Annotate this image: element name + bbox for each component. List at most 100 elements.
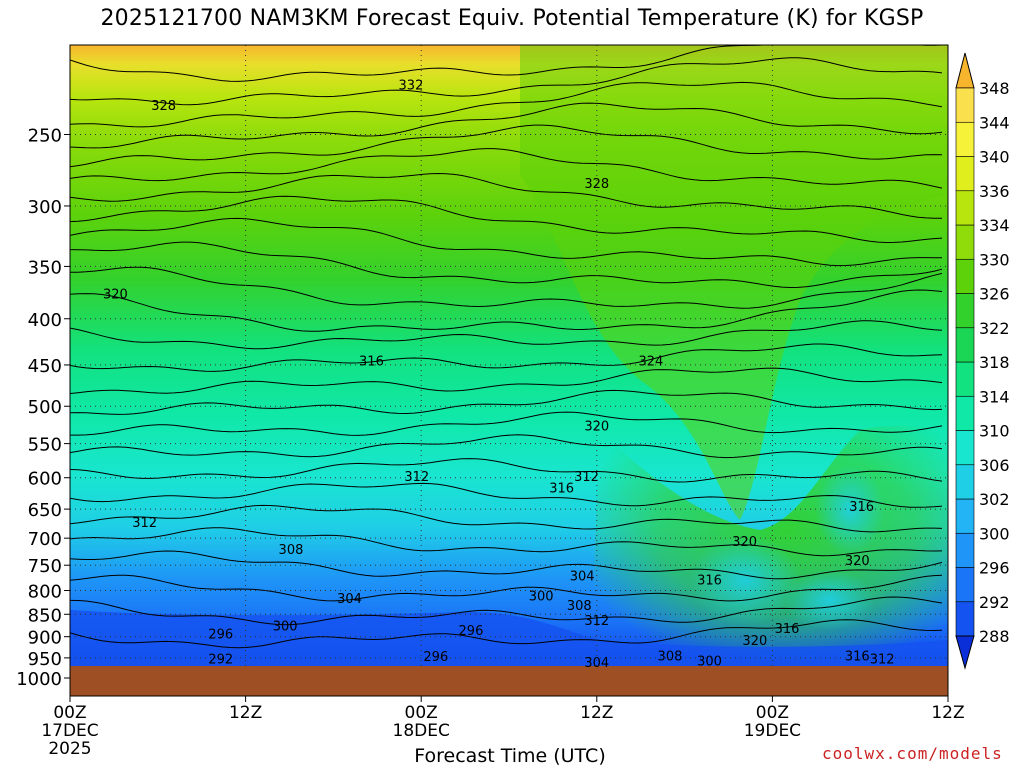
contour-label: 320 xyxy=(845,554,870,569)
contour-label: 300 xyxy=(697,654,722,669)
y-tick-label: 600 xyxy=(28,469,62,490)
theta-e-contour xyxy=(70,367,943,394)
y-tick-label: 950 xyxy=(28,649,62,670)
contour-label: 320 xyxy=(584,419,609,434)
x-tick-label: 12Z xyxy=(931,703,964,723)
colorbar-swatch xyxy=(955,361,975,397)
colorbar-label: 300 xyxy=(979,524,1010,543)
colorbar-swatch xyxy=(955,327,975,363)
colorbar-label: 296 xyxy=(979,559,1010,578)
contour-label: 320 xyxy=(742,634,767,649)
contour-label: 332 xyxy=(399,78,424,93)
colorbar-swatch xyxy=(955,190,975,226)
y-tick-label: 650 xyxy=(28,500,62,521)
colorbar-swatch xyxy=(955,121,975,157)
ground-surface xyxy=(70,666,948,696)
contour-label: 304 xyxy=(570,570,595,585)
x-tick-label: 2025 xyxy=(48,739,91,759)
contour-label: 324 xyxy=(639,355,664,370)
cyan-pocket-2 xyxy=(815,465,885,555)
colorbar-label: 336 xyxy=(979,182,1010,201)
theta-e-contour xyxy=(70,217,943,267)
y-tick-label: 350 xyxy=(28,257,62,278)
x-tick-label: 18DEC xyxy=(393,721,450,741)
colorbar-label: 344 xyxy=(979,113,1010,132)
contour-label: 304 xyxy=(337,592,362,607)
colorbar-min-arrow xyxy=(955,635,975,670)
y-tick-label: 550 xyxy=(28,435,62,456)
theta-e-contour xyxy=(70,596,943,626)
y-tick-label: 400 xyxy=(28,310,62,331)
y-tick-label: 250 xyxy=(28,125,62,146)
x-tick-label: 00Z xyxy=(405,703,438,723)
contour-label: 320 xyxy=(103,287,128,302)
colorbar-label: 292 xyxy=(979,593,1010,612)
colorbar-swatch xyxy=(955,87,975,123)
theta-e-contour xyxy=(70,124,943,168)
theta-e-contour xyxy=(70,389,943,415)
colorbar-swatch xyxy=(955,532,975,568)
theta-e-contour xyxy=(70,320,943,350)
theta-e-contour xyxy=(70,619,943,649)
upper-warm-trough xyxy=(520,45,948,520)
theta-e-contour xyxy=(70,172,942,219)
contour-label: 300 xyxy=(273,620,298,635)
colorbar-label: 348 xyxy=(979,79,1010,98)
contour-label: 316 xyxy=(359,355,384,370)
theta-e-contour xyxy=(70,343,943,372)
contour-label: 308 xyxy=(279,543,304,558)
colorbar-label: 288 xyxy=(979,627,1010,646)
contour-label: 296 xyxy=(459,624,484,639)
credit-link[interactable]: coolwx.com/models xyxy=(822,744,1003,763)
y-tick-label: 500 xyxy=(28,397,62,418)
low-level-cold-layer xyxy=(70,610,948,666)
contour-label: 316 xyxy=(549,481,574,496)
theta-e-contour xyxy=(70,289,943,332)
colorbar-max-arrow xyxy=(955,52,975,89)
contour-label: 312 xyxy=(584,614,609,629)
colorbar-label: 330 xyxy=(979,250,1010,269)
colorbar-label: 306 xyxy=(979,456,1010,475)
colorbar-label: 302 xyxy=(979,490,1010,509)
colorbar-label: 314 xyxy=(979,387,1010,406)
colorbar-label: 326 xyxy=(979,285,1010,304)
colorbar-label: 322 xyxy=(979,319,1010,338)
theta-e-contour xyxy=(70,527,943,557)
colorbar-swatch xyxy=(955,498,975,534)
theta-e-contour xyxy=(70,266,943,309)
colorbar-label: 334 xyxy=(979,216,1010,235)
colorbar-swatch xyxy=(955,601,975,637)
contour-label: 312 xyxy=(404,470,429,485)
x-tick-label: 17DEC xyxy=(41,721,98,741)
theta-e-contour xyxy=(70,45,943,82)
colorbar-swatch xyxy=(955,567,975,603)
theta-e-contour xyxy=(70,411,943,436)
theta-e-contour xyxy=(70,504,943,533)
contour-label: 300 xyxy=(529,589,554,604)
contour-label: 308 xyxy=(658,649,683,664)
contour-label: 316 xyxy=(845,649,870,664)
colorbar-swatch xyxy=(955,224,975,260)
chart-title: 2025121700 NAM3KM Forecast Equiv. Potent… xyxy=(100,6,924,31)
theta-e-contour xyxy=(70,102,943,149)
contour-label: 312 xyxy=(132,516,157,531)
contour-label: 328 xyxy=(151,99,176,114)
y-tick-label: 450 xyxy=(28,356,62,377)
y-tick-label: 750 xyxy=(28,556,62,577)
y-tick-label: 850 xyxy=(28,605,62,626)
colorbar-label: 310 xyxy=(979,422,1010,441)
x-axis-label: Forecast Time (UTC) xyxy=(414,745,606,767)
y-tick-label: 800 xyxy=(28,582,62,603)
x-tick-label: 12Z xyxy=(580,703,613,723)
contour-label: 308 xyxy=(567,599,592,614)
contour-label: 312 xyxy=(574,470,599,485)
y-tick-label: 300 xyxy=(28,197,62,218)
x-tick-label: 19DEC xyxy=(744,721,801,741)
theta-e-contour xyxy=(70,434,943,459)
colorbar-swatch xyxy=(955,258,975,294)
contour-label: 320 xyxy=(732,535,757,550)
contour-label: 296 xyxy=(423,650,448,665)
colorbar-swatch xyxy=(955,430,975,466)
contour-label: 292 xyxy=(208,653,233,668)
